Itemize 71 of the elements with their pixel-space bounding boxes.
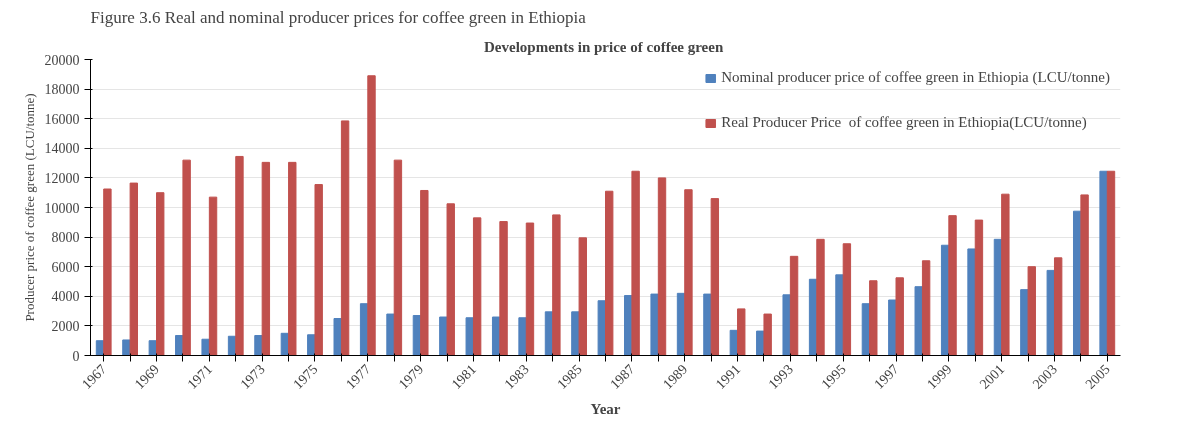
bar (393, 159, 403, 356)
bar (314, 184, 323, 356)
bar (967, 248, 976, 356)
bar (605, 190, 614, 356)
bar (340, 120, 350, 356)
y-tick-label: 18000 (44, 82, 80, 98)
bar (208, 196, 218, 356)
y-axis-title: Producer price of coffee green (LCU/tonne) (21, 93, 37, 322)
bar (921, 260, 931, 356)
chart-title: Developments in price of coffee green (484, 38, 724, 55)
bar (789, 255, 799, 356)
bar (578, 237, 587, 356)
bar (254, 335, 263, 356)
bar (1001, 193, 1010, 356)
bar (597, 300, 606, 356)
bar (333, 318, 342, 356)
bar (465, 317, 474, 356)
bar (235, 155, 244, 356)
legend-label: Nominal producer price of coffee green in Ethiopia (LCU/tonne) (721, 69, 1110, 86)
bar (1080, 194, 1089, 356)
bar (842, 243, 852, 356)
bar (182, 159, 191, 356)
legend-label: Real Producer Price of coffee green in Ethiopia(LCU/tonne) (721, 114, 1087, 131)
bar (1099, 170, 1108, 356)
y-tick-label: 8000 (51, 230, 80, 246)
bar (895, 277, 904, 356)
bar (914, 286, 923, 356)
y-tick-label: 20000 (44, 52, 80, 68)
y-tick-label: 0 (72, 348, 80, 364)
bar (148, 340, 158, 356)
bar (367, 75, 376, 356)
x-axis-title: Year (590, 401, 621, 418)
bar (974, 219, 984, 356)
bar (1027, 266, 1036, 356)
bar (710, 198, 720, 356)
bar (103, 188, 112, 356)
bar (129, 182, 139, 356)
bar (420, 189, 429, 356)
y-tick-label: 4000 (51, 289, 80, 305)
caption: Figure 3.6 Real and nominal producer prices for coffee green in Ethiopia (90, 7, 587, 27)
bar (650, 293, 659, 356)
y-tick-label: 2000 (51, 318, 80, 334)
bar (261, 161, 271, 356)
bar (782, 294, 791, 356)
bar (869, 280, 878, 356)
bar (472, 217, 482, 356)
bar (816, 238, 825, 356)
bar (552, 214, 561, 356)
y-tick-label: 16000 (44, 111, 80, 127)
bar (948, 215, 957, 356)
bar (201, 338, 210, 356)
bar (525, 222, 535, 356)
bar (1046, 269, 1055, 356)
y-tick-label: 14000 (44, 141, 80, 157)
bar (657, 177, 667, 356)
bar (631, 170, 640, 356)
bar (518, 317, 527, 356)
bar (386, 313, 395, 356)
y-tick-label: 10000 (44, 200, 80, 216)
bar (737, 308, 746, 356)
bar (288, 161, 297, 356)
bar (684, 189, 693, 356)
y-tick-label: 12000 (44, 170, 80, 186)
bar (763, 313, 772, 356)
bar (156, 192, 165, 356)
bar (835, 274, 844, 356)
y-tick-label: 6000 (51, 259, 80, 275)
bar (446, 203, 455, 356)
bar (1106, 170, 1116, 356)
bar (499, 221, 508, 356)
bar (1053, 257, 1063, 356)
